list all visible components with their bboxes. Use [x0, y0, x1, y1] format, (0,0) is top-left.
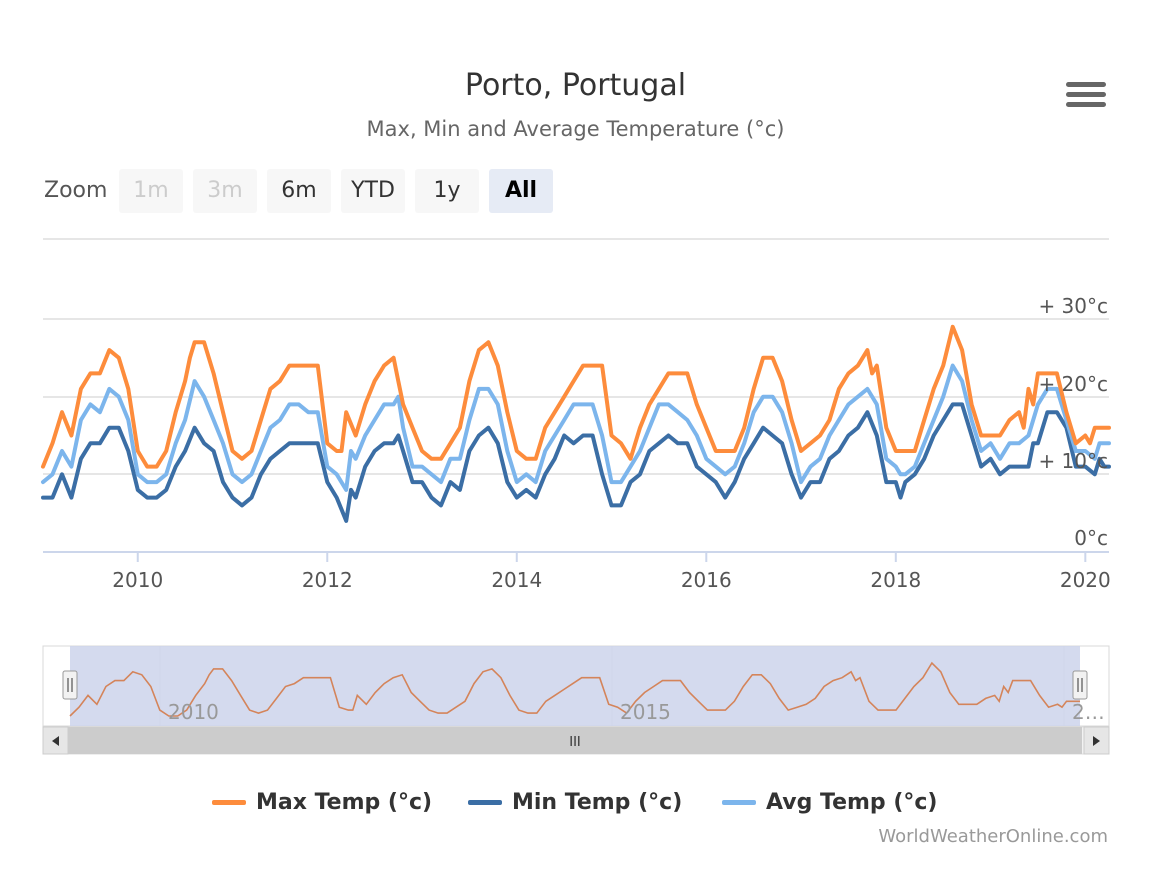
- zoom-ytd-button[interactable]: YTD: [341, 169, 405, 213]
- chart-title: Porto, Portugal: [464, 68, 687, 103]
- zoom-1y-button[interactable]: 1y: [415, 169, 479, 213]
- legend-label-min: Min Temp (°c): [512, 789, 683, 815]
- navigator-label-end: 2…: [1072, 700, 1105, 724]
- navigator-selection[interactable]: [70, 646, 1080, 726]
- scrollbar-thumb[interactable]: [68, 727, 1082, 754]
- chart-subtitle: Max, Min and Average Temperature (°c): [366, 117, 785, 141]
- zoom-3m-button[interactable]: 3m: [193, 169, 257, 213]
- legend-item-avg[interactable]: Avg Temp (°c): [722, 786, 937, 818]
- scroll-right-arrow[interactable]: [1083, 726, 1110, 755]
- y-tick-label-10: + 10°c: [1038, 449, 1108, 473]
- navigator-outline: [42, 645, 1110, 727]
- zoom-6m-button[interactable]: 6m: [267, 169, 331, 213]
- navigator-label-2010: 2010: [168, 700, 219, 724]
- scroll-left-arrow[interactable]: [42, 726, 69, 755]
- zoom-label: Zoom: [44, 178, 108, 203]
- series-lines: [41, 324, 1111, 523]
- legend-item-min[interactable]: Min Temp (°c): [468, 786, 682, 818]
- scrollbar-track[interactable]: [42, 726, 1110, 755]
- legend-swatch-min: [468, 799, 502, 805]
- credits-link[interactable]: WorldWeatherOnline.com: [878, 826, 1108, 847]
- legend-label-avg: Avg Temp (°c): [766, 789, 938, 815]
- navigator-handle-left[interactable]: [62, 670, 78, 700]
- series-line-max: [41, 324, 1111, 469]
- navigator-series-line: [69, 661, 1080, 717]
- zoom-all-button[interactable]: All: [489, 169, 553, 213]
- navigator: 2010 2015 2…: [42, 645, 1110, 727]
- x-tick-label-2016: 2016: [681, 568, 732, 592]
- legend-swatch-max: [212, 799, 246, 805]
- scrollbar-grip: III: [569, 735, 581, 750]
- zoom-1m-button[interactable]: 1m: [119, 169, 183, 213]
- y-grid: [43, 318, 1109, 553]
- legend-item-max[interactable]: Max Temp (°c): [212, 786, 432, 818]
- context-menu-icon[interactable]: [1066, 82, 1106, 112]
- y-tick-label-30: + 30°c: [1038, 294, 1108, 318]
- x-tick-label-2018: 2018: [870, 568, 921, 592]
- series-line-min: [41, 402, 1111, 523]
- y-tick-label-0: 0°c: [1074, 526, 1108, 550]
- y-axis-labels: + 30°c + 20°c + 10°c 0°c: [1038, 294, 1108, 550]
- y-tick-label-20: + 20°c: [1038, 372, 1108, 396]
- x-tick-label-2012: 2012: [302, 568, 353, 592]
- x-tick-label-2010: 2010: [112, 568, 163, 592]
- x-tick-label-2014: 2014: [491, 568, 542, 592]
- navigator-handle-right[interactable]: [1072, 670, 1088, 700]
- legend-swatch-avg: [722, 799, 756, 805]
- x-tick-label-2020: 2020: [1060, 568, 1111, 592]
- x-axis: 2010 2012 2014 2016 2018 2020: [112, 552, 1111, 592]
- legend-label-max: Max Temp (°c): [256, 789, 433, 815]
- series-line-avg: [41, 363, 1111, 492]
- legend: Max Temp (°c) Min Temp (°c) Avg Temp (°c…: [0, 786, 1151, 818]
- navigator-label-2015: 2015: [620, 700, 671, 724]
- scrollbar: III: [42, 726, 1110, 755]
